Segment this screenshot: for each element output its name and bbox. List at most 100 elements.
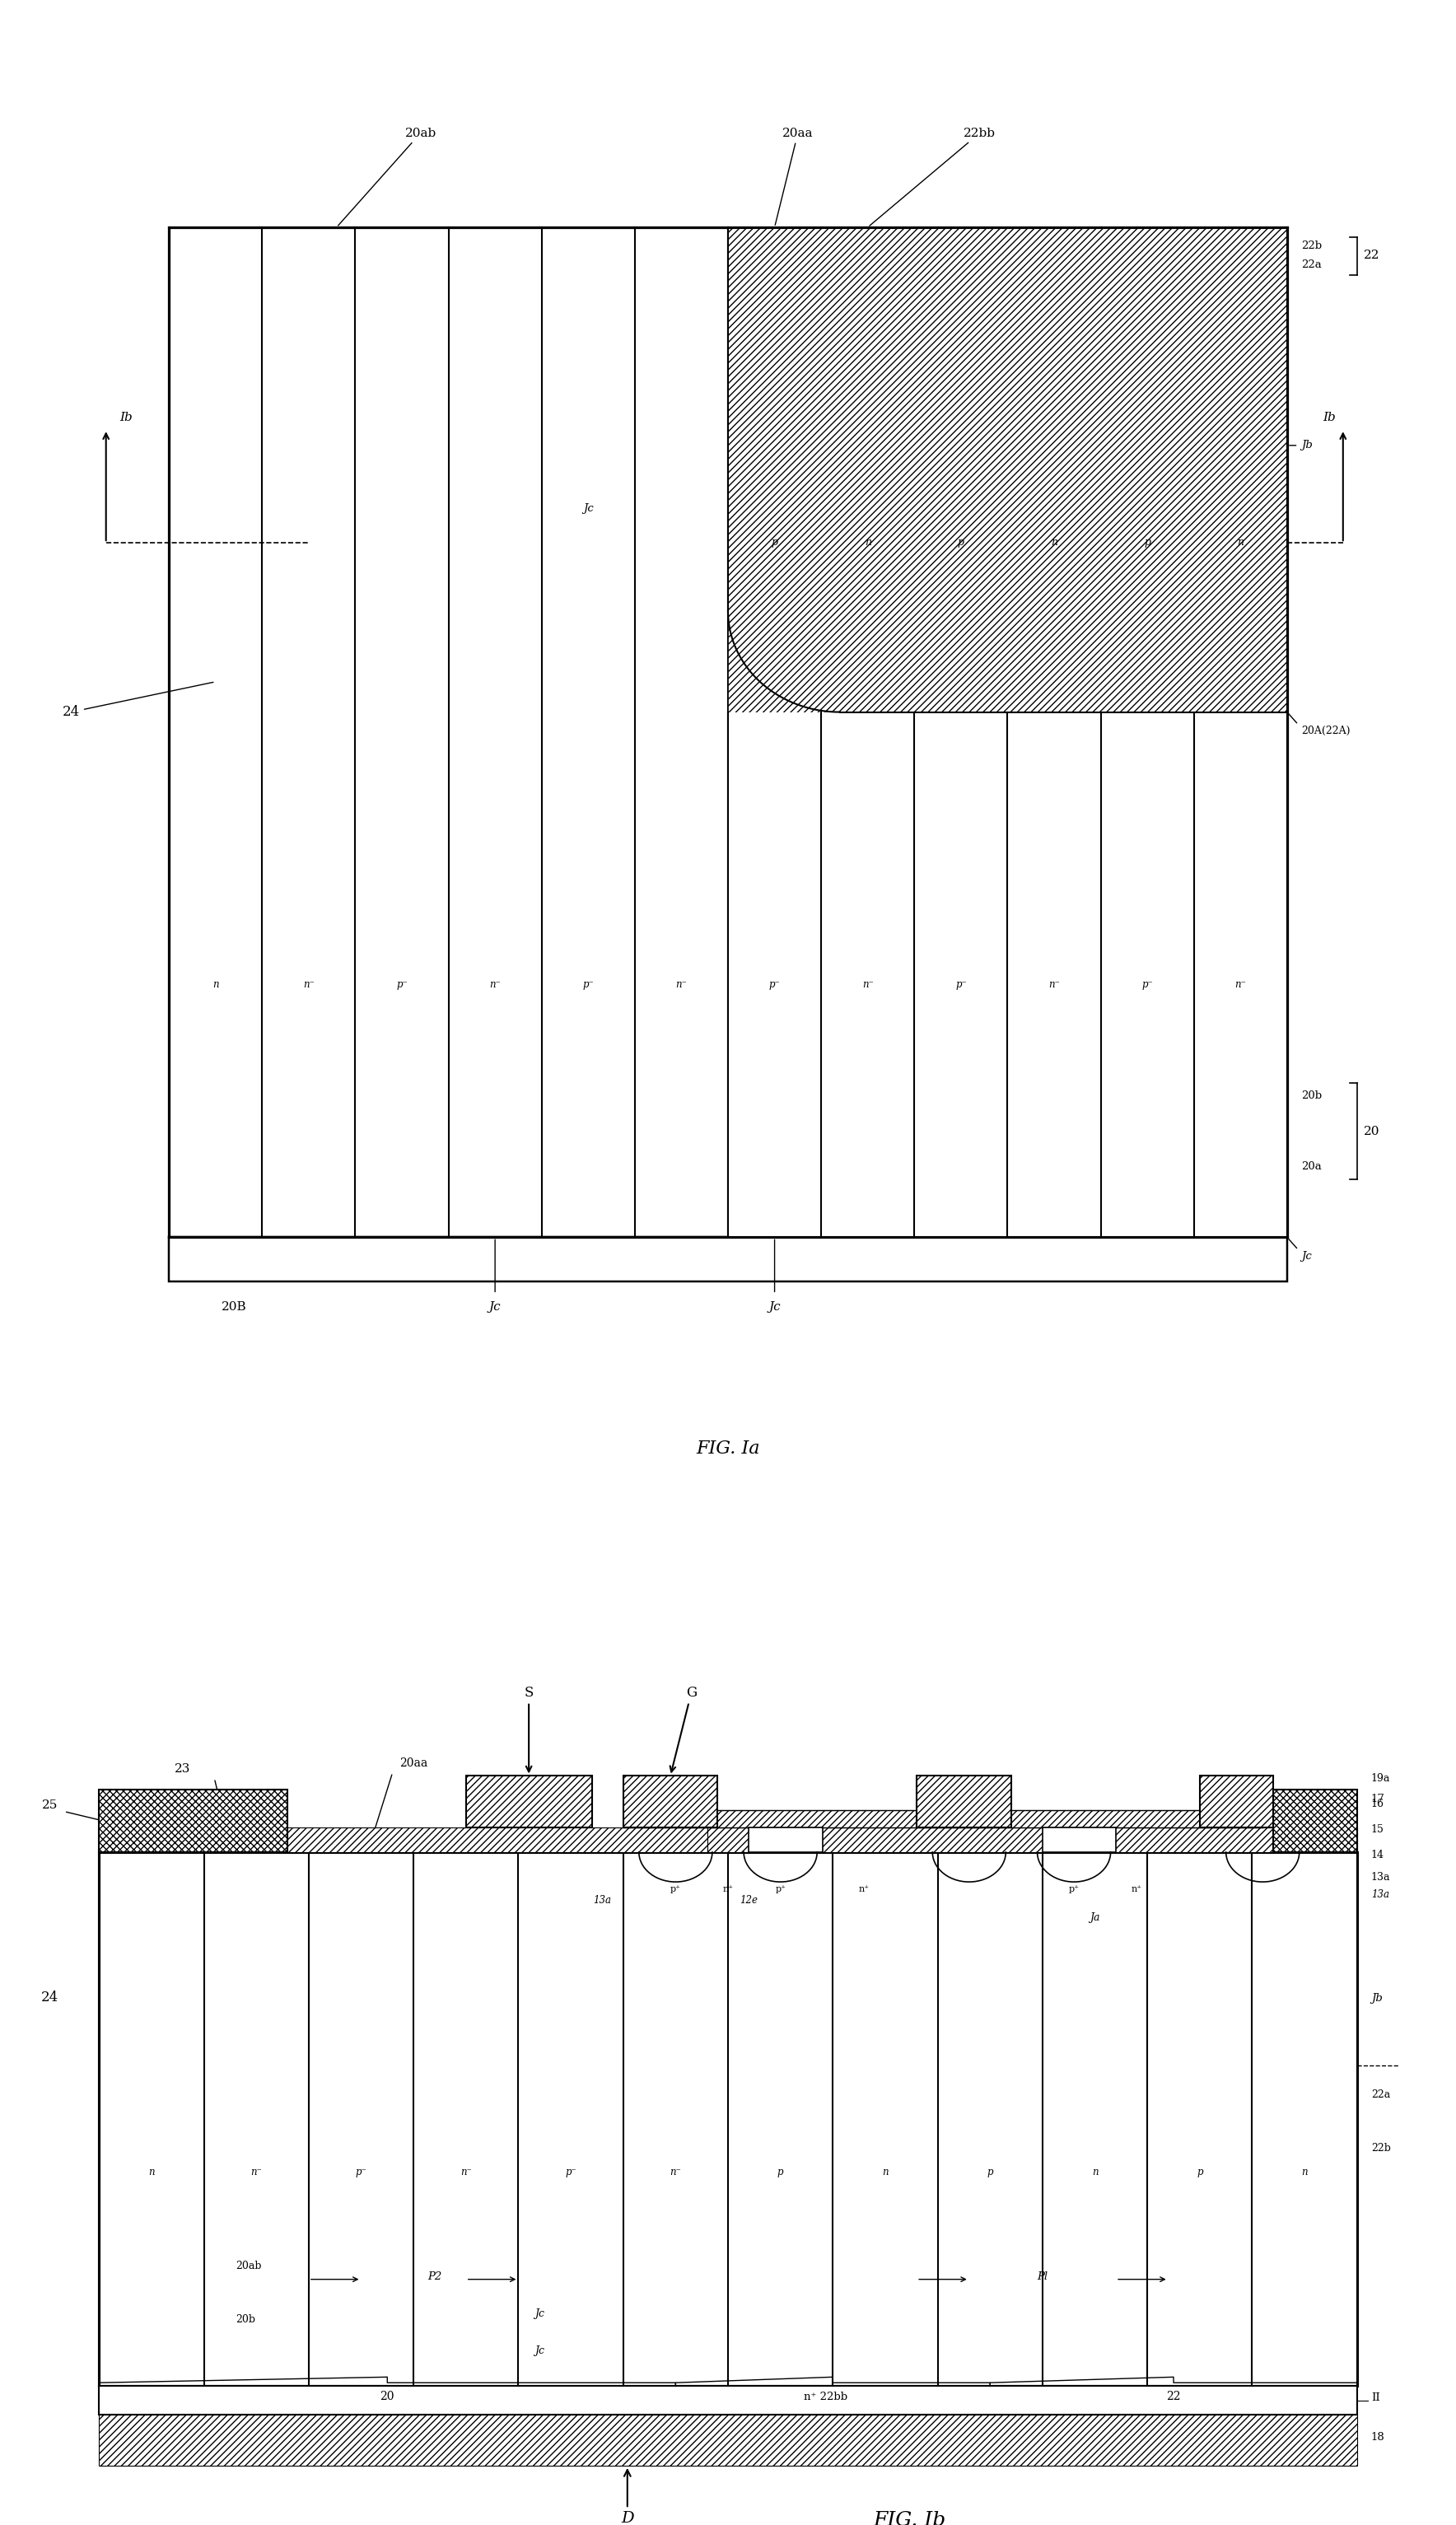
Bar — [99, 1853, 1357, 2386]
Bar — [99, 1790, 288, 1853]
Text: 19a: 19a — [1372, 1773, 1390, 1783]
Text: 24: 24 — [63, 682, 213, 720]
Text: 23: 23 — [175, 1762, 191, 1775]
Text: 20B: 20B — [221, 1300, 246, 1313]
Text: p: p — [1197, 2166, 1203, 2179]
Text: 18: 18 — [1372, 2432, 1385, 2442]
Text: n⁻: n⁻ — [1048, 980, 1060, 990]
Text: 20ab: 20ab — [236, 2260, 261, 2270]
Text: 17: 17 — [1372, 1793, 1385, 1805]
Bar — [708, 1828, 1357, 1853]
Text: 20: 20 — [1364, 1126, 1380, 1136]
Text: 16: 16 — [1372, 1798, 1385, 1810]
Text: n⁺: n⁺ — [1131, 1886, 1142, 1894]
Text: 15: 15 — [1372, 1823, 1385, 1836]
Text: 20aa: 20aa — [775, 126, 814, 225]
Text: p⁻: p⁻ — [565, 2166, 577, 2179]
Text: p⁺: p⁺ — [775, 1886, 786, 1894]
Text: D: D — [620, 2469, 633, 2525]
Text: P2: P2 — [428, 2270, 441, 2283]
Text: n⁻: n⁻ — [460, 2166, 472, 2179]
Text: 13a: 13a — [593, 1894, 612, 1906]
Text: n⁻: n⁻ — [676, 980, 687, 990]
Text: p: p — [772, 538, 778, 548]
Text: p⁻: p⁻ — [355, 2166, 367, 2179]
Bar — [169, 1237, 1287, 1283]
Bar — [623, 1775, 718, 1828]
Text: n: n — [882, 2166, 888, 2179]
Text: Jb: Jb — [1372, 1992, 1382, 2005]
Text: n⁻: n⁻ — [250, 2166, 262, 2179]
Text: 14: 14 — [1372, 1848, 1385, 1861]
Text: 20A(22A): 20A(22A) — [1302, 725, 1350, 737]
Text: n⁻: n⁻ — [303, 980, 314, 990]
Text: n⁻: n⁻ — [489, 980, 501, 990]
Bar — [466, 1775, 591, 1828]
Text: n⁺: n⁺ — [722, 1886, 734, 1894]
Text: Jc: Jc — [489, 1300, 501, 1313]
Text: II: II — [1372, 2391, 1380, 2404]
Text: 20: 20 — [380, 2391, 395, 2401]
Text: n: n — [1302, 2166, 1307, 2179]
Text: Jc: Jc — [769, 1300, 780, 1313]
Bar — [917, 1775, 1010, 1828]
Text: p⁻: p⁻ — [769, 980, 780, 990]
Text: Jb: Jb — [1302, 439, 1312, 452]
Text: p⁺: p⁺ — [670, 1886, 681, 1894]
Text: FIG. Ib: FIG. Ib — [874, 2510, 946, 2525]
Text: n⁺: n⁺ — [859, 1886, 869, 1894]
Text: Ib: Ib — [119, 412, 132, 424]
Text: p⁻: p⁻ — [955, 980, 967, 990]
Text: 20b: 20b — [236, 2313, 255, 2326]
Text: n: n — [149, 2166, 154, 2179]
Text: n: n — [1051, 538, 1057, 548]
Text: 12e: 12e — [740, 1894, 759, 1906]
Text: Pl: Pl — [1037, 2270, 1048, 2283]
Text: p: p — [1144, 538, 1150, 548]
Text: p⁻: p⁻ — [396, 980, 408, 990]
Text: 22a: 22a — [1372, 2091, 1390, 2101]
Bar — [1042, 1828, 1115, 1853]
Text: n⁻: n⁻ — [862, 980, 874, 990]
Text: S: S — [524, 1687, 533, 1773]
Text: 20aa: 20aa — [399, 1757, 428, 1770]
Text: 20b: 20b — [1302, 1091, 1322, 1101]
Text: Jc: Jc — [534, 2308, 545, 2318]
Text: p⁻: p⁻ — [582, 980, 594, 990]
Text: n⁺ 22bb: n⁺ 22bb — [804, 2391, 847, 2401]
Text: G: G — [670, 1687, 697, 1773]
Text: n: n — [865, 538, 871, 548]
Bar — [1200, 1775, 1273, 1828]
Text: 24: 24 — [41, 1990, 58, 2005]
Text: Jc: Jc — [1302, 1250, 1312, 1262]
Text: n: n — [213, 980, 218, 990]
Text: 13a: 13a — [1372, 1871, 1390, 1884]
Bar — [99, 2386, 1357, 2414]
Text: 22b: 22b — [1302, 240, 1322, 252]
Text: p: p — [987, 2166, 993, 2179]
Text: 22: 22 — [1166, 2391, 1181, 2401]
Bar — [1273, 1790, 1357, 1853]
Text: Ib: Ib — [1324, 412, 1337, 424]
Text: Ja: Ja — [1089, 1911, 1101, 1922]
Text: p: p — [958, 538, 964, 548]
Text: Jc: Jc — [534, 2346, 545, 2356]
Text: p: p — [778, 2166, 783, 2179]
Text: 20a: 20a — [1302, 1162, 1322, 1172]
Text: 22b: 22b — [1372, 2144, 1390, 2154]
Bar — [728, 227, 1287, 712]
Text: Jc: Jc — [582, 502, 594, 513]
Bar — [169, 227, 1287, 1237]
Bar — [623, 1810, 1262, 1828]
Text: n: n — [1092, 2166, 1098, 2179]
Bar — [288, 1828, 708, 1853]
Bar — [99, 2414, 1357, 2464]
Text: p⁻: p⁻ — [1142, 980, 1153, 990]
Text: FIG. Ia: FIG. Ia — [696, 1439, 760, 1457]
Text: 22bb: 22bb — [869, 126, 996, 225]
Text: n⁻: n⁻ — [1235, 980, 1246, 990]
Text: p⁺: p⁺ — [1069, 1886, 1079, 1894]
Text: 13a: 13a — [1372, 1889, 1389, 1899]
Text: 25: 25 — [42, 1800, 58, 1810]
Text: n: n — [1238, 538, 1243, 548]
